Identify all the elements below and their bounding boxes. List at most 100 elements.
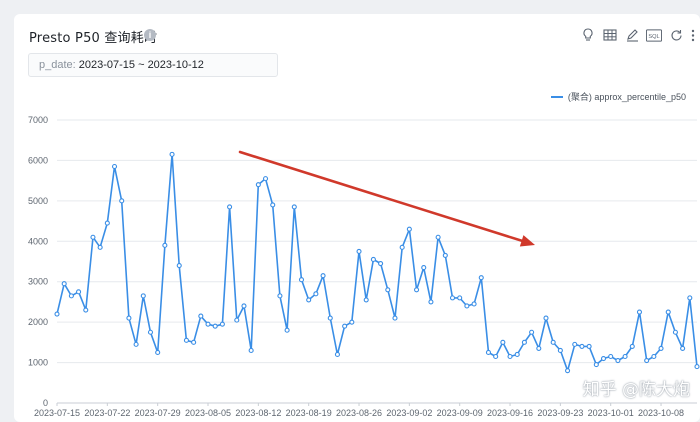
data-point [550,339,556,345]
data-point [298,277,305,283]
data-point [191,339,197,345]
data-point [291,204,297,210]
data-point [76,289,82,295]
legend-swatch [550,95,563,98]
data-point [658,345,664,351]
y-tick-label: 1000 [28,358,48,368]
x-tick-label: 2023-09-09 [437,408,483,418]
series-line [56,153,698,372]
y-tick-label: 0 [43,398,48,408]
data-point [694,364,700,370]
data-point [629,343,635,349]
data-point [83,307,89,313]
data-point [262,176,269,182]
sql-icon[interactable]: SQL [646,27,662,43]
lightbulb-icon[interactable] [580,27,596,43]
x-tick-label: 2023-08-12 [235,408,281,418]
data-point [672,329,678,335]
data-point [557,347,563,353]
data-point [284,327,290,333]
data-point [119,198,125,204]
data-point [565,368,571,374]
data-point [636,309,643,315]
data-point [665,309,671,315]
info-icon[interactable]: i [144,29,156,41]
x-tick-label: 2023-09-16 [487,408,533,418]
data-point [543,315,549,321]
legend-label: (聚合) approx_percentile_p50 [567,92,686,102]
data-point [385,287,391,293]
data-point [111,163,118,170]
data-point [61,281,67,287]
data-point [507,353,513,360]
table-icon[interactable] [602,27,618,43]
data-point [356,248,362,254]
x-tick-label: 2023-08-26 [336,408,382,418]
edit-icon[interactable] [624,27,640,43]
data-point [622,353,628,360]
data-point [349,319,355,325]
data-point [529,329,535,335]
filter-key: p_date: [39,59,76,71]
data-point [68,293,74,299]
data-point [198,313,204,319]
chart-legend[interactable]: (聚合) approx_percentile_p50 [550,90,686,103]
y-tick-label: 5000 [28,196,48,206]
data-point [428,299,434,305]
data-point [615,357,621,364]
data-point [140,293,146,299]
data-point [457,295,463,301]
data-point [334,351,340,358]
data-point [500,339,506,345]
watermark: 知乎 @陈大炮 [582,380,690,400]
x-tick-label: 2023-08-19 [286,408,332,418]
data-point [579,343,585,349]
x-tick-label: 2023-09-02 [386,408,432,418]
data-point [521,339,527,345]
data-point [399,244,405,250]
sql-icon-label: SQL [648,33,659,39]
data-point [162,242,168,248]
data-point [536,345,542,351]
data-point [478,275,484,281]
data-point [586,343,592,349]
data-point [169,151,175,157]
data-point [270,202,276,208]
x-tick-label: 2023-08-05 [185,408,231,418]
chart-panel [14,14,700,422]
data-point [227,204,233,210]
refresh-icon[interactable] [668,27,684,43]
data-point [277,293,283,299]
data-point [155,349,161,356]
x-tick-label: 2023-07-15 [34,408,80,418]
filter-value: 2023-07-15 ~ 2023-10-12 [78,59,204,71]
data-point [176,262,182,269]
data-point [600,355,607,362]
data-point [464,303,470,309]
data-point [342,323,348,329]
y-tick-label: 4000 [28,236,48,246]
data-point [449,295,456,301]
date-range-filter[interactable]: p_date: 2023-07-15 ~ 2023-10-12 [28,53,278,77]
trend-arrow-head [519,235,535,247]
data-point [687,295,693,301]
data-point [435,234,441,240]
x-tick-label: 2023-09-23 [537,408,583,418]
data-point [378,260,384,267]
data-point [313,291,319,297]
data-point [363,297,369,303]
data-point [392,315,398,321]
data-point [97,244,103,250]
data-point [680,345,686,351]
more-icon[interactable] [690,27,696,43]
data-point [126,315,132,321]
data-point [644,357,650,364]
data-point [514,351,520,358]
y-tick-label: 6000 [28,155,48,165]
trend-arrow-shaft [238,150,527,244]
data-point [493,353,499,360]
data-point [219,321,225,327]
data-point [147,329,154,335]
x-tick-label: 2023-10-08 [638,408,684,418]
